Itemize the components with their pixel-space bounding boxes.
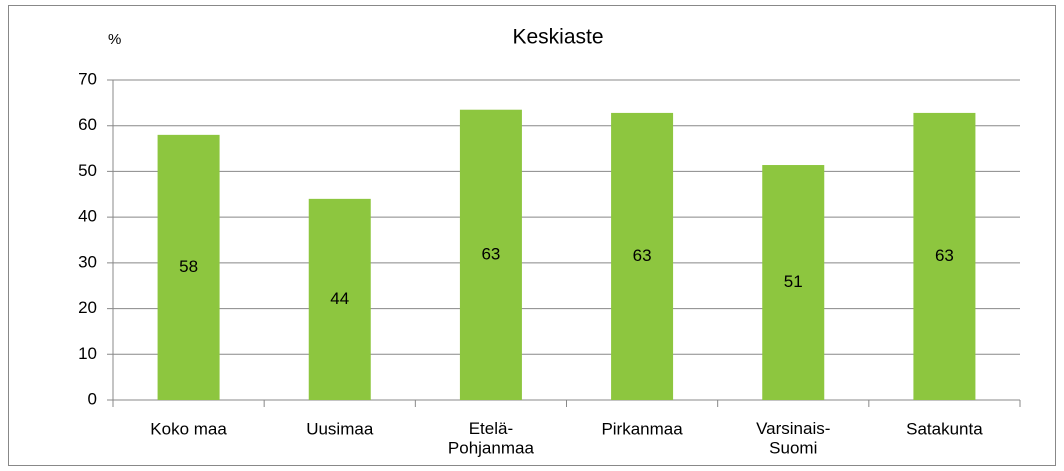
- bar: [611, 112, 674, 401]
- y-tick-label: 70: [78, 69, 97, 88]
- x-tick-label: Uusimaa: [306, 419, 374, 438]
- y-tick-label: 0: [88, 389, 97, 408]
- bar: [762, 165, 825, 400]
- chart-title: Keskiaste: [512, 26, 603, 49]
- y-tick-label: 60: [78, 115, 97, 134]
- y-tick-label: 10: [78, 344, 97, 363]
- y-tick-label: 40: [78, 207, 97, 226]
- y-tick-label: 20: [78, 298, 97, 317]
- bar: [459, 109, 522, 400]
- x-tick-label: Etelä-Pohjanmaa: [448, 419, 535, 458]
- bar: [308, 198, 371, 400]
- data-label: 51: [784, 272, 803, 291]
- data-label: 44: [330, 289, 349, 308]
- x-tick-label: Varsinais-Suomi: [756, 419, 830, 458]
- x-tick-label: Pirkanmaa: [601, 419, 683, 438]
- x-tick-label: Satakunta: [906, 419, 983, 438]
- data-label: 58: [179, 257, 198, 276]
- data-label: 63: [935, 246, 954, 265]
- y-tick-label: 50: [78, 161, 97, 180]
- data-label: 63: [481, 244, 500, 263]
- y-tick-label: 30: [78, 252, 97, 271]
- y-axis-label: %: [108, 31, 121, 48]
- x-tick-label: Koko maa: [150, 419, 227, 438]
- data-label: 63: [633, 246, 652, 265]
- bar: [913, 112, 976, 401]
- bar: [157, 134, 220, 400]
